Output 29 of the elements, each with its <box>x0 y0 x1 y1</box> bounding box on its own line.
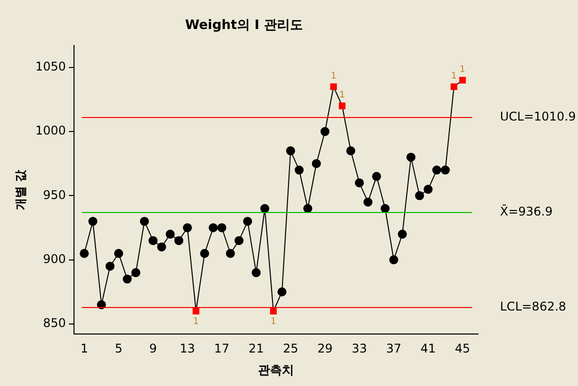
annotation: 1 <box>339 90 346 101</box>
x-tick-label: 25 <box>282 342 298 356</box>
ref-line-label: LCL=862.8 <box>500 300 566 314</box>
annotation: 1 <box>193 316 199 327</box>
x-tick-label: 5 <box>114 342 122 356</box>
x-tick-label: 37 <box>386 342 402 356</box>
x-tick-label: 41 <box>420 342 436 356</box>
y-tick-label: 850 <box>43 316 66 330</box>
x-axis-title: 관측치 <box>258 362 294 377</box>
y-tick-label: 1050 <box>35 60 66 74</box>
ref-line-label: X̄=936.9 <box>500 204 553 219</box>
x-tick-label: 45 <box>454 342 470 356</box>
chart-title: Weight의 I 관리도 <box>185 18 303 34</box>
x-tick-label: 9 <box>149 342 157 356</box>
x-tick-label: 21 <box>248 342 264 356</box>
x-tick-label: 29 <box>317 342 333 356</box>
annotation: 1 <box>451 71 457 82</box>
x-tick-label: 17 <box>214 342 230 356</box>
ref-line-label: UCL=1010.9 <box>500 110 576 124</box>
y-tick-label: 900 <box>43 252 66 266</box>
y-axis-title: 개별 값 <box>13 168 28 210</box>
x-tick-label: 33 <box>352 342 367 356</box>
annotation: 1 <box>330 71 336 82</box>
annotation: 1 <box>270 316 276 327</box>
y-tick-label: 950 <box>43 188 66 202</box>
annotation: 1 <box>460 65 466 76</box>
y-tick-label: 1000 <box>35 124 66 138</box>
x-tick-label: 1 <box>80 342 88 356</box>
x-tick-label: 13 <box>180 342 196 356</box>
